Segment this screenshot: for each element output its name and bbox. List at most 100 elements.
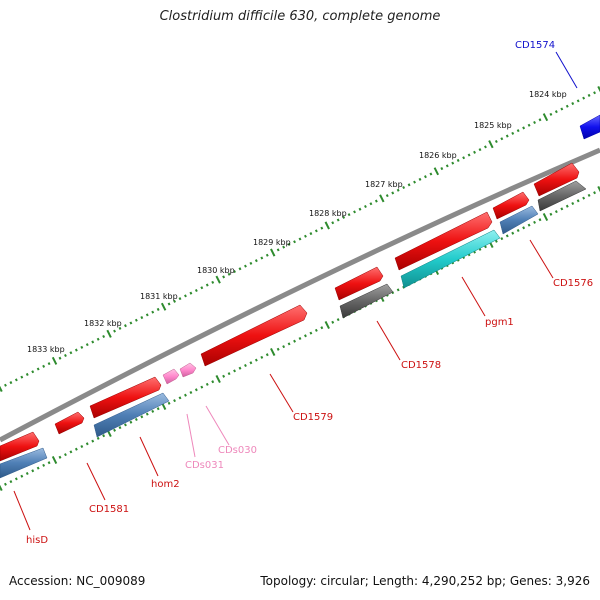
- callout-hisd: [13, 490, 31, 531]
- gene-feature-fwd-2[interactable]: [492, 191, 530, 220]
- outer-minor-tick: [42, 364, 46, 368]
- gene-feature-fwd-5[interactable]: [54, 411, 85, 435]
- inner-minor-tick: [282, 345, 286, 349]
- outer-minor-tick: [451, 161, 455, 165]
- gene-feature-fwd-3[interactable]: [394, 211, 493, 271]
- gene-label-hom2: hom2: [151, 479, 180, 490]
- gene-feature-steel-hisd[interactable]: [0, 447, 48, 479]
- inner-minor-tick: [167, 401, 171, 405]
- outer-major-tick: [597, 85, 600, 93]
- inner-minor-tick: [69, 450, 73, 454]
- gene-feature-cd1574[interactable]: [579, 114, 600, 140]
- inner-major-tick: [542, 212, 549, 222]
- outer-major-tick: [106, 329, 112, 338]
- outer-minor-tick: [582, 96, 586, 100]
- outer-minor-tick: [85, 343, 89, 347]
- inner-minor-tick: [233, 369, 236, 373]
- inner-minor-tick: [582, 196, 586, 200]
- outer-minor-tick: [565, 104, 569, 108]
- reverse-strand-features: [0, 180, 587, 479]
- inner-minor-tick: [314, 328, 318, 332]
- gene-feature-fwd-4[interactable]: [334, 266, 384, 301]
- outer-minor-tick: [20, 375, 24, 379]
- inner-minor-tick: [560, 207, 564, 211]
- gene-feature-fwd-6[interactable]: [0, 431, 40, 462]
- outer-minor-tick: [96, 337, 100, 341]
- gene-feature-steel-hom2[interactable]: [93, 392, 170, 438]
- outer-minor-tick: [276, 248, 280, 252]
- outer-minor-tick: [69, 351, 73, 355]
- outer-minor-tick: [484, 145, 487, 149]
- outer-minor-tick: [429, 172, 433, 176]
- outer-minor-tick: [353, 210, 356, 214]
- inner-minor-tick: [500, 237, 504, 241]
- inner-minor-tick: [58, 455, 62, 459]
- outer-major-tick: [542, 113, 549, 122]
- outer-minor-tick: [74, 348, 78, 352]
- inner-major-tick: [270, 347, 276, 357]
- outer-minor-tick: [287, 242, 291, 246]
- scale-label-1827: 1827 kbp: [365, 180, 403, 189]
- inner-minor-tick: [533, 220, 536, 224]
- gene-feature-cd1576-fwd[interactable]: [533, 162, 580, 197]
- outer-minor-tick: [194, 288, 198, 292]
- outer-minor-tick: [402, 186, 406, 190]
- callout-cd1581: [86, 462, 106, 501]
- inner-major-tick: [597, 185, 600, 193]
- gene-feature-cd1578[interactable]: [339, 283, 394, 319]
- inner-minor-tick: [9, 480, 13, 484]
- inner-minor-tick: [522, 226, 526, 230]
- outer-minor-tick: [80, 345, 84, 349]
- outer-minor-tick: [249, 261, 253, 265]
- inner-minor-tick: [80, 444, 84, 449]
- inner-minor-tick: [129, 420, 133, 424]
- outer-minor-tick: [494, 139, 498, 143]
- outer-minor-tick: [304, 234, 307, 238]
- inner-minor-tick: [96, 436, 100, 440]
- gene-label-cd1574: CD1574: [515, 40, 555, 51]
- inner-minor-tick: [36, 466, 40, 470]
- inner-minor-tick: [538, 218, 542, 222]
- gene-feature-grey-1[interactable]: [537, 180, 587, 212]
- gene-feature-cds030[interactable]: [179, 362, 197, 378]
- forward-strand-features: [0, 162, 580, 462]
- outer-minor-tick: [445, 164, 449, 168]
- gene-label-hisd: hisD: [26, 535, 48, 546]
- accession-label: Accession: NC_009089: [9, 574, 146, 588]
- inner-minor-tick: [554, 210, 558, 214]
- outer-minor-tick: [227, 272, 231, 276]
- gene-feature-fwd-hom[interactable]: [89, 376, 162, 419]
- outer-minor-tick: [124, 324, 127, 328]
- gene-feature-pgm1[interactable]: [400, 229, 501, 289]
- inner-minor-tick: [91, 439, 95, 443]
- inner-minor-tick: [293, 339, 296, 343]
- outer-major-tick: [0, 385, 3, 393]
- inner-minor-tick: [511, 231, 515, 235]
- inner-minor-tick: [14, 477, 18, 481]
- callout-cd1576: [529, 239, 554, 279]
- outer-minor-tick: [314, 229, 318, 233]
- inner-minor-tick: [113, 428, 116, 432]
- gene-label-cd1581: CD1581: [89, 504, 129, 515]
- inner-minor-tick: [576, 199, 580, 203]
- map-title: Clostridium difficile 630, complete geno…: [159, 9, 441, 24]
- gene-feature-steel-1[interactable]: [499, 205, 539, 235]
- inner-minor-tick: [396, 288, 400, 292]
- gene-feature-cds031[interactable]: [162, 368, 180, 385]
- outer-minor-tick: [560, 107, 564, 111]
- outer-minor-tick: [358, 207, 362, 211]
- gene-label-cds030: CDs030: [218, 445, 257, 456]
- gene-feature-cd1579[interactable]: [200, 304, 308, 367]
- outer-minor-tick: [293, 240, 296, 244]
- outer-minor-tick: [440, 167, 444, 171]
- inner-major-tick: [324, 320, 330, 330]
- inner-minor-tick: [20, 474, 24, 478]
- inner-minor-tick: [173, 399, 176, 403]
- outer-major-tick: [488, 140, 494, 149]
- outer-minor-tick: [233, 269, 236, 274]
- outer-minor-tick: [178, 297, 182, 301]
- inner-minor-tick: [571, 201, 575, 206]
- outer-minor-tick: [500, 137, 504, 141]
- outer-minor-tick: [238, 267, 242, 271]
- outer-minor-tick: [31, 370, 35, 374]
